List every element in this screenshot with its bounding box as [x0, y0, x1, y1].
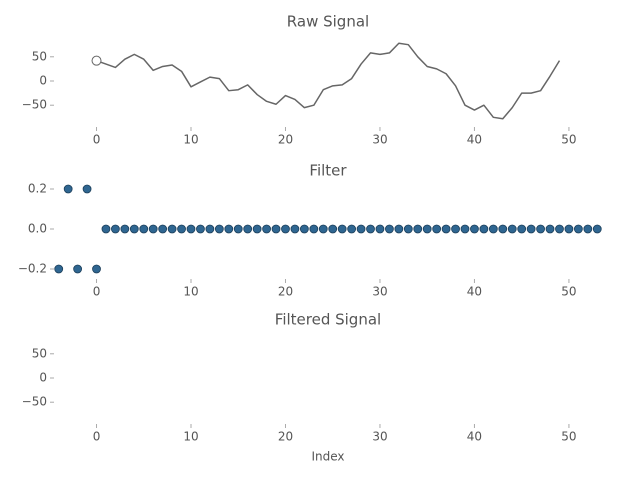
filter-point — [498, 224, 508, 234]
filter-point — [451, 224, 460, 234]
x-tick-label: 50 — [561, 285, 576, 299]
filter-point — [63, 184, 73, 194]
filter-point — [73, 264, 83, 274]
filter-point — [299, 224, 309, 234]
y-tick-label: 0.2 — [28, 182, 47, 196]
x-tick-label: 50 — [561, 133, 576, 147]
filter-point — [281, 224, 290, 234]
filter-point — [290, 224, 300, 234]
filter-point — [545, 224, 555, 234]
filter-point — [488, 224, 498, 234]
filter-point — [54, 264, 64, 274]
x-axis-label: Index — [311, 450, 344, 464]
filter-point — [328, 224, 338, 234]
filter-point — [196, 224, 205, 234]
filter-point — [422, 224, 432, 234]
filter-point — [366, 224, 375, 234]
filter-point — [375, 224, 385, 234]
filter-point — [592, 224, 602, 234]
filter-point — [470, 224, 479, 234]
filter-point — [526, 224, 536, 234]
filter-point — [337, 224, 347, 234]
filter-point — [243, 224, 253, 234]
filter-point — [262, 224, 271, 234]
x-tick-label: 10 — [183, 133, 198, 147]
filter-point — [233, 224, 243, 234]
y-tick-label: 0.0 — [28, 222, 47, 236]
filter-point — [205, 224, 215, 234]
x-tick-label: 20 — [278, 430, 293, 444]
y-tick-label: 0 — [39, 74, 47, 88]
filter-point — [564, 224, 574, 234]
filter-point — [536, 224, 545, 234]
chart-title: Raw Signal — [287, 13, 369, 31]
y-tick-label: −0.2 — [18, 262, 47, 276]
filter-point — [403, 224, 413, 234]
x-tick-label: 30 — [372, 285, 387, 299]
y-tick-label: −50 — [22, 395, 47, 409]
x-tick-label: 20 — [278, 285, 293, 299]
filter-point — [129, 224, 139, 234]
filter-point — [394, 224, 404, 234]
y-tick-label: −50 — [22, 98, 47, 112]
x-tick-label: 40 — [467, 133, 482, 147]
filter-point — [460, 224, 470, 234]
x-tick-label: 0 — [93, 430, 101, 444]
filter-point — [148, 224, 158, 234]
filter-point — [139, 224, 149, 234]
filter-point — [413, 224, 423, 234]
filter-point — [318, 224, 328, 234]
filter-point — [555, 224, 564, 234]
x-tick-label: 10 — [183, 430, 198, 444]
filter-point — [309, 224, 319, 234]
filter-point — [441, 224, 451, 234]
x-tick-label: 30 — [372, 133, 387, 147]
filter-point — [82, 184, 92, 194]
filter-point — [186, 224, 196, 234]
filter-point — [573, 224, 583, 234]
filter-point — [177, 224, 186, 234]
filter-point — [158, 224, 168, 234]
chart-title: Filtered Signal — [275, 311, 381, 329]
filter-point — [507, 224, 517, 234]
x-tick-label: 40 — [467, 430, 482, 444]
y-tick-label: 50 — [32, 346, 47, 360]
x-tick-label: 50 — [561, 430, 576, 444]
start-marker — [91, 55, 102, 66]
filter-point — [101, 224, 111, 234]
filter-point — [271, 224, 281, 234]
x-tick-label: 0 — [93, 285, 101, 299]
filter-point — [517, 224, 527, 234]
chart-title: Filter — [309, 162, 347, 180]
filter-point — [214, 224, 224, 234]
filter-point — [583, 224, 593, 234]
signal-line — [96, 42, 561, 120]
x-tick-label: 0 — [93, 133, 101, 147]
x-tick-label: 10 — [183, 285, 198, 299]
filter-point — [120, 224, 130, 234]
filter-point — [224, 224, 234, 234]
filter-point — [347, 224, 357, 234]
filter-point — [167, 224, 177, 234]
filter-point — [92, 264, 101, 274]
filter-point — [356, 224, 366, 234]
filter-point — [252, 224, 262, 234]
y-tick-label: 50 — [32, 49, 47, 63]
x-tick-label: 40 — [467, 285, 482, 299]
x-tick-label: 20 — [278, 133, 293, 147]
filter-point — [432, 224, 442, 234]
filter-point — [111, 224, 120, 234]
filter-point — [385, 224, 394, 234]
x-tick-label: 30 — [372, 430, 387, 444]
y-tick-label: 0 — [39, 371, 47, 385]
filter-point — [479, 224, 489, 234]
